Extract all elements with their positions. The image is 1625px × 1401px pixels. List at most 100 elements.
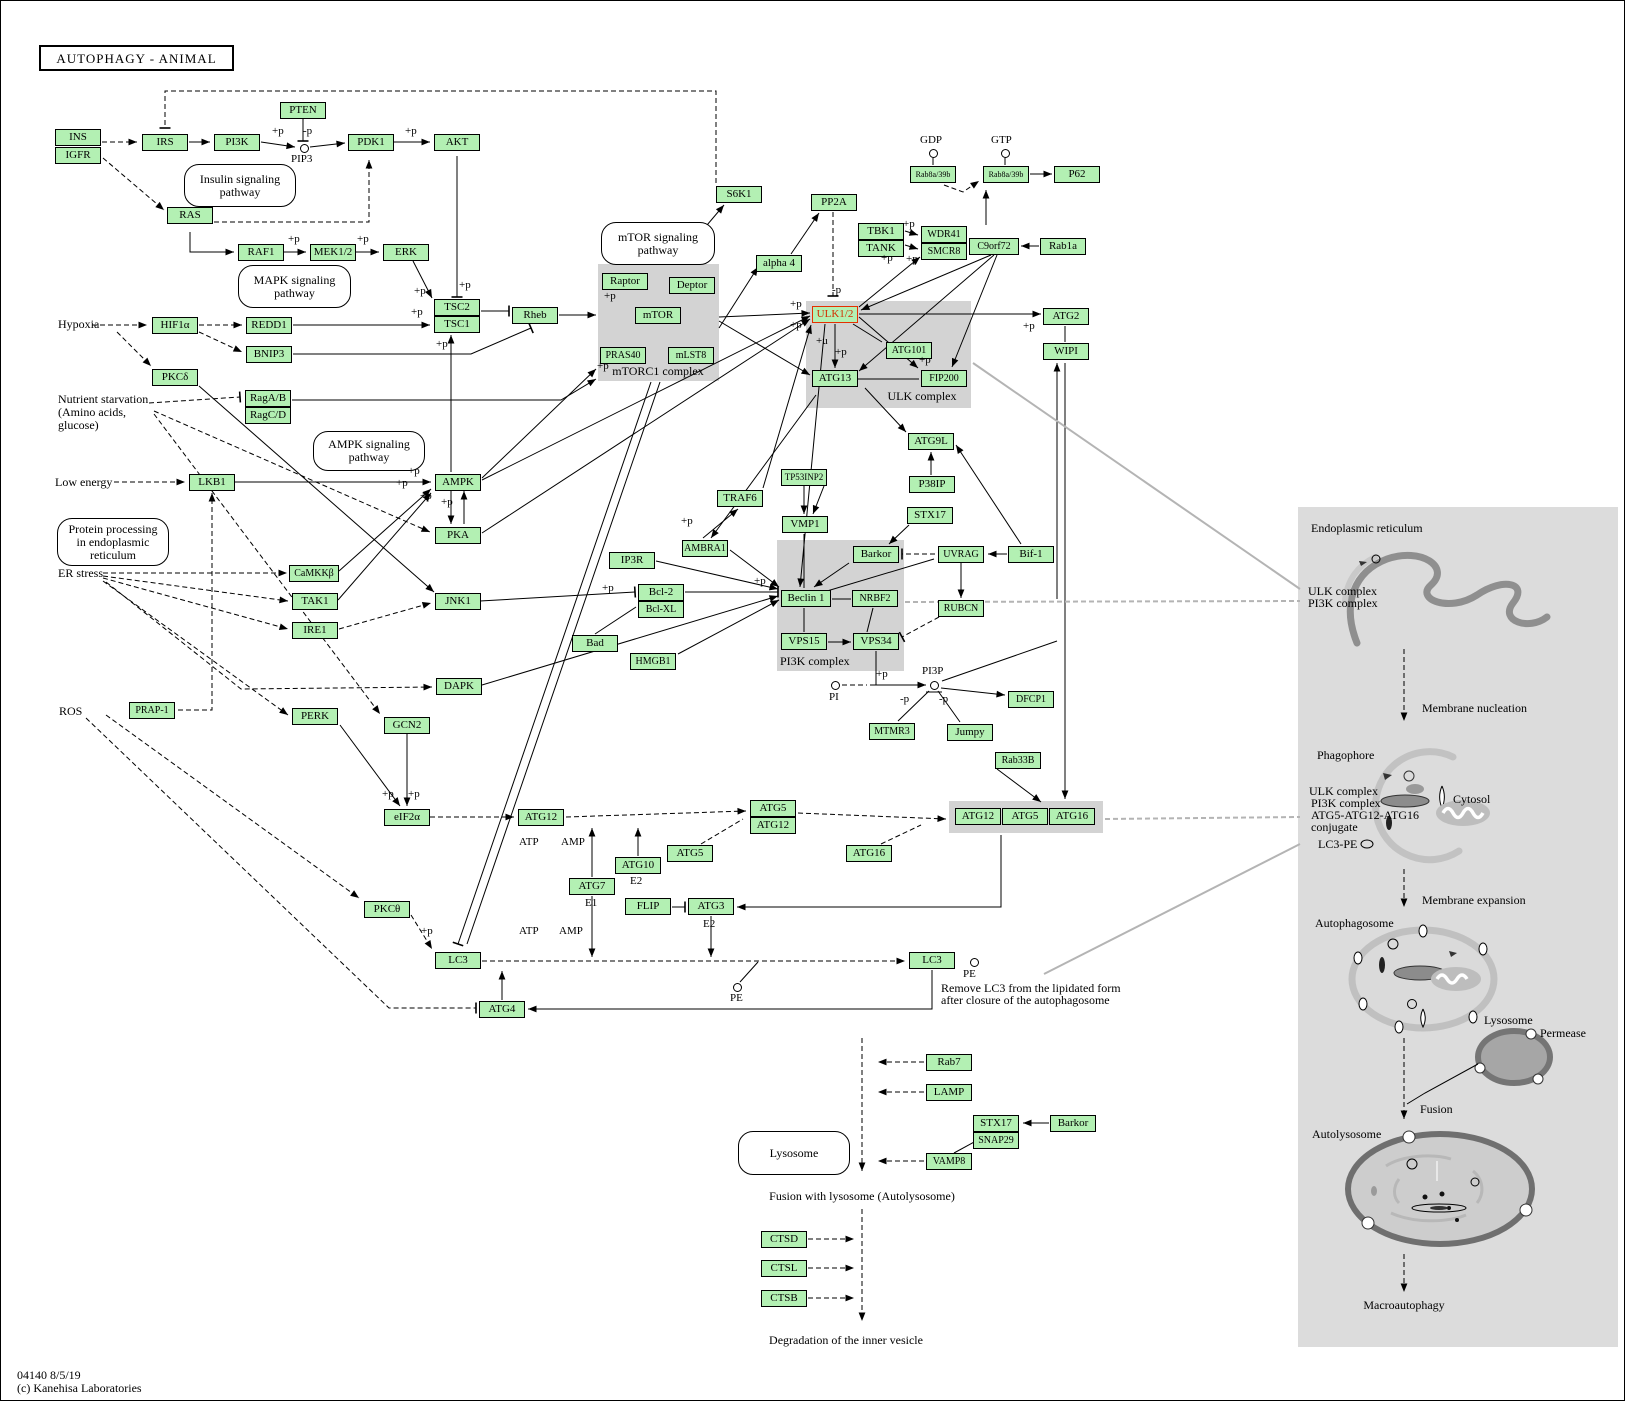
node-ctsl[interactable]: CTSL xyxy=(761,1260,807,1277)
node-ctsd[interactable]: CTSD xyxy=(761,1231,807,1248)
node-dfcp1[interactable]: DFCP1 xyxy=(1008,691,1054,708)
node-bcl-2[interactable]: Bcl-2 xyxy=(638,584,684,601)
node-pkcd[interactable]: PKCδ xyxy=(152,369,198,386)
node-eif2a[interactable]: eIF2α xyxy=(384,809,430,826)
compound-gtp[interactable] xyxy=(1000,148,1010,158)
node-raf1[interactable]: RAF1 xyxy=(238,244,284,261)
node-akt[interactable]: AKT xyxy=(434,134,480,151)
node-lamp[interactable]: LAMP xyxy=(926,1084,972,1101)
insulin-signaling-pathway[interactable]: Insulin signaling pathway xyxy=(184,164,296,207)
node-rubcn[interactable]: RUBCN xyxy=(938,600,984,617)
node-lc3-b[interactable]: LC3 xyxy=(909,952,955,969)
node-mlst8[interactable]: mLST8 xyxy=(668,347,714,364)
mapk-signaling-pathway[interactable]: MAPK signaling pathway xyxy=(238,265,351,308)
node-lkb1[interactable]: LKB1 xyxy=(189,474,235,491)
node-s6k1[interactable]: S6K1 xyxy=(716,186,762,203)
node-ire1[interactable]: IRE1 xyxy=(292,622,338,639)
node-mek1-2[interactable]: MEK1/2 xyxy=(310,244,356,261)
node-rab8a39b-gdp[interactable]: Rab8a/39b xyxy=(910,166,956,183)
node-perk[interactable]: PERK xyxy=(292,708,338,725)
node-ulk1-2[interactable]: ULK1/2 xyxy=(812,306,858,323)
node-fip200[interactable]: FIP200 xyxy=(921,370,967,387)
node-nrbf2[interactable]: NRBF2 xyxy=(852,590,898,607)
node-atg4[interactable]: ATG4 xyxy=(479,1001,525,1018)
node-barkor-a[interactable]: Barkor xyxy=(853,546,899,563)
node-pten[interactable]: PTEN xyxy=(280,102,326,119)
node-atg7[interactable]: ATG7 xyxy=(569,878,615,895)
node-raptor[interactable]: Raptor xyxy=(602,273,648,290)
lysosome-box[interactable]: Lysosome xyxy=(738,1131,850,1175)
mtor-signaling-pathway[interactable]: mTOR signaling pathway xyxy=(601,222,715,265)
node-atg2[interactable]: ATG2 xyxy=(1043,308,1089,325)
node-lc3-a[interactable]: LC3 xyxy=(435,952,481,969)
node-rab33b[interactable]: Rab33B xyxy=(995,752,1041,769)
node-atg5-b[interactable]: ATG5 xyxy=(750,800,796,817)
node-flip[interactable]: FLIP xyxy=(625,898,671,915)
node-atg9l[interactable]: ATG9L xyxy=(908,433,954,450)
node-prap-1[interactable]: PRAP-1 xyxy=(129,702,175,719)
node-bnip3[interactable]: BNIP3 xyxy=(246,346,292,363)
node-bif-1[interactable]: Bif-1 xyxy=(1008,546,1054,563)
node-rheb[interactable]: Rheb xyxy=(512,307,558,324)
node-beclin1[interactable]: Beclin 1 xyxy=(781,590,831,607)
node-pka[interactable]: PKA xyxy=(435,527,481,544)
node-p38ip[interactable]: P38IP xyxy=(909,476,955,493)
node-vamp8[interactable]: VAMP8 xyxy=(926,1153,972,1170)
node-wipi[interactable]: WIPI xyxy=(1043,343,1089,360)
compound-pe-1[interactable] xyxy=(732,982,742,992)
node-c9orf72[interactable]: C9orf72 xyxy=(969,238,1019,255)
node-ras[interactable]: RAS xyxy=(167,207,213,224)
node-hmgb1[interactable]: HMGB1 xyxy=(630,653,676,670)
node-ragab[interactable]: RagA/B xyxy=(245,390,291,407)
pathway-title-box[interactable]: AUTOPHAGY - ANIMAL xyxy=(39,45,234,71)
node-atg12-a[interactable]: ATG12 xyxy=(518,809,564,826)
node-atg3[interactable]: ATG3 xyxy=(688,898,734,915)
node-ampk[interactable]: AMPK xyxy=(435,474,481,491)
node-ragcd[interactable]: RagC/D xyxy=(245,407,291,424)
node-vmp1[interactable]: VMP1 xyxy=(782,516,828,533)
node-ins[interactable]: INS xyxy=(55,129,101,146)
node-tsc1[interactable]: TSC1 xyxy=(434,316,480,333)
node-tp53inp2[interactable]: TP53INP2 xyxy=(781,469,827,486)
node-atg5-a[interactable]: ATG5 xyxy=(667,845,713,862)
node-jumpy[interactable]: Jumpy xyxy=(947,724,993,741)
node-atg10[interactable]: ATG10 xyxy=(615,857,661,874)
node-barkor-b[interactable]: Barkor xyxy=(1050,1115,1096,1132)
node-mtmr3[interactable]: MTMR3 xyxy=(869,723,915,740)
node-atg12-c[interactable]: ATG12 xyxy=(955,808,1001,825)
node-atg16-a[interactable]: ATG16 xyxy=(846,845,892,862)
compound-gdp[interactable] xyxy=(928,148,938,158)
node-stx17-b[interactable]: STX17 xyxy=(973,1115,1019,1132)
node-vps15[interactable]: VPS15 xyxy=(781,633,827,650)
compound-pe-2[interactable] xyxy=(969,957,979,967)
node-p62[interactable]: P62 xyxy=(1054,166,1100,183)
node-pi3k[interactable]: PI3K xyxy=(214,134,260,151)
node-atg16-c[interactable]: ATG16 xyxy=(1049,808,1095,825)
node-rab1a[interactable]: Rab1a xyxy=(1040,238,1086,255)
node-rab7[interactable]: Rab7 xyxy=(926,1054,972,1071)
node-atg13[interactable]: ATG13 xyxy=(812,370,858,387)
node-camkkb[interactable]: CaMKKβ xyxy=(289,565,339,582)
node-ip3r[interactable]: IP3R xyxy=(609,552,655,569)
node-tsc2[interactable]: TSC2 xyxy=(434,299,480,316)
node-stx17-a[interactable]: STX17 xyxy=(907,507,953,524)
node-deptor[interactable]: Deptor xyxy=(669,277,715,294)
node-dapk[interactable]: DAPK xyxy=(436,678,482,695)
node-vps34[interactable]: VPS34 xyxy=(853,633,899,650)
node-redd1[interactable]: REDD1 xyxy=(246,317,292,334)
node-tbk1[interactable]: TBK1 xyxy=(858,223,904,240)
compound-pi[interactable] xyxy=(830,680,840,690)
node-bcl-xl[interactable]: Bcl-XL xyxy=(638,601,684,618)
node-pkct[interactable]: PKCθ xyxy=(364,901,410,918)
compound-pip3[interactable] xyxy=(299,143,309,153)
compound-pi3p[interactable] xyxy=(929,680,939,690)
node-uvrag[interactable]: UVRAG xyxy=(938,546,984,563)
node-snap29[interactable]: SNAP29 xyxy=(973,1132,1019,1149)
node-erk[interactable]: ERK xyxy=(383,244,429,261)
node-bad[interactable]: Bad xyxy=(572,635,618,652)
node-rab8a39b-gtp[interactable]: Rab8a/39b xyxy=(983,166,1029,183)
node-atg5-c[interactable]: ATG5 xyxy=(1002,808,1048,825)
node-tak1[interactable]: TAK1 xyxy=(292,593,338,610)
node-mtor[interactable]: mTOR xyxy=(635,307,681,324)
node-igfr[interactable]: IGFR xyxy=(55,147,101,164)
